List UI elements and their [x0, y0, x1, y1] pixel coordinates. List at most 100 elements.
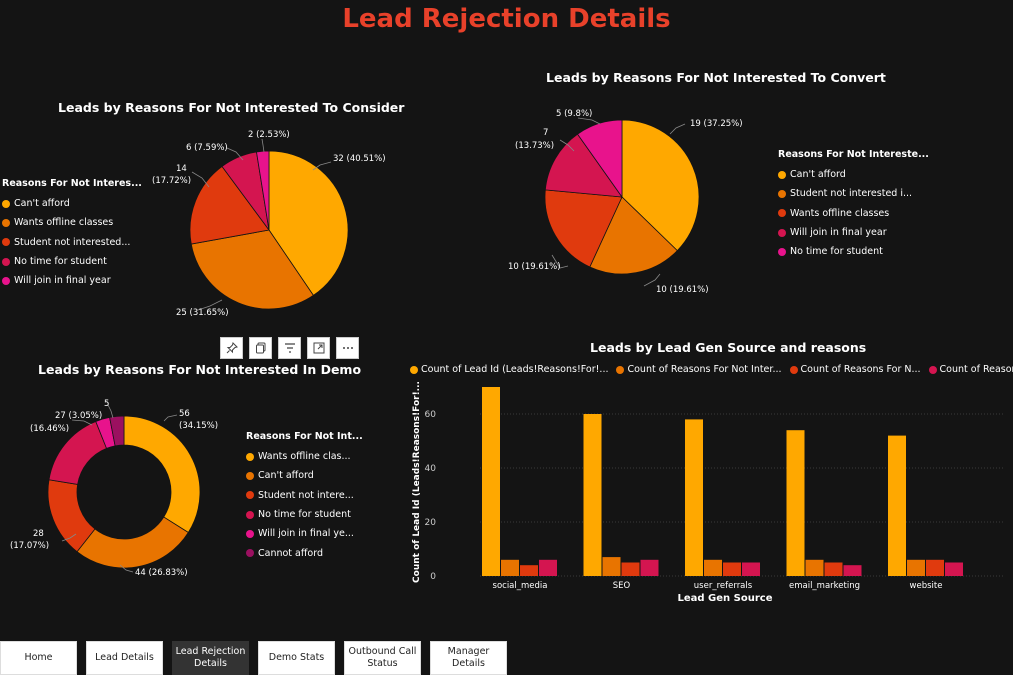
legend-item[interactable]: Count of Reasons For ...: [928, 364, 1013, 375]
bar[interactable]: [824, 562, 843, 577]
pie-slice[interactable]: [268, 150, 349, 296]
convert-pie[interactable]: [544, 119, 700, 275]
bar[interactable]: [482, 387, 500, 576]
convert-chart-title: Leads by Reasons For Not Interested To C…: [546, 70, 886, 85]
pin-icon[interactable]: [220, 337, 243, 359]
nav-lead-details-button[interactable]: Lead Details: [86, 641, 163, 675]
convert-legend: Reasons For Not Intereste... Can't affor…: [778, 149, 929, 261]
slice-label: 32 (40.51%): [333, 154, 386, 164]
legend-item[interactable]: Can't afford: [778, 165, 929, 184]
nav-manager-details-button[interactable]: Manager Details: [430, 641, 507, 675]
slice-label: 5 (9.8%): [556, 109, 593, 119]
legend-item[interactable]: Will join in final ye...: [246, 524, 363, 543]
legend-item[interactable]: Cannot afford: [246, 543, 363, 562]
bar[interactable]: [602, 557, 621, 576]
slice-label: (16.46%): [30, 424, 70, 434]
filter-icon[interactable]: [278, 337, 301, 359]
demo-donut[interactable]: [47, 415, 201, 569]
nav-demo-stats-button[interactable]: Demo Stats: [258, 641, 335, 675]
bar[interactable]: [640, 559, 659, 576]
legend-item[interactable]: Wants offline classes: [2, 213, 142, 232]
legend-item[interactable]: Count of Lead Id (Leads!Reasons!For!...: [410, 364, 608, 375]
x-tick-label: user_referrals: [694, 581, 753, 591]
bar[interactable]: [926, 559, 944, 576]
bar[interactable]: [685, 419, 703, 576]
x-tick-label: website: [910, 581, 943, 591]
legend-item[interactable]: Count of Reasons For Not Inter...: [616, 364, 782, 375]
pie-slice[interactable]: [109, 415, 125, 447]
legend-item[interactable]: Count of Reasons For N...: [789, 364, 921, 375]
page-navigation: Home Lead Details Lead Rejection Details …: [0, 641, 507, 675]
legend-title: Reasons For Not Int...: [246, 431, 363, 442]
copy-icon[interactable]: [249, 337, 272, 359]
slice-label: 56: [179, 409, 190, 419]
y-axis-label: Count of Lead Id (Leads!Reasons!For!...: [412, 381, 422, 583]
bar[interactable]: [723, 562, 741, 577]
bar[interactable]: [888, 435, 906, 576]
slice-label: 19 (37.25%): [690, 119, 743, 129]
bar[interactable]: [621, 562, 640, 577]
bar[interactable]: [583, 414, 602, 576]
legend-item[interactable]: No time for student: [778, 242, 929, 261]
bar[interactable]: [843, 565, 862, 576]
pie-slice[interactable]: [589, 196, 678, 275]
pie-slice[interactable]: [190, 229, 314, 310]
bar[interactable]: [945, 562, 963, 577]
legend-item[interactable]: Wants offline classes: [778, 204, 929, 223]
legend-item[interactable]: Can't afford: [246, 466, 363, 485]
slice-label: (17.72%): [152, 176, 192, 186]
bar-grid: 0 20 40 60: [425, 410, 1003, 582]
demo-chart-title: Leads by Reasons For Not Interested In D…: [38, 362, 362, 377]
pie-slice[interactable]: [123, 415, 201, 534]
consider-chart-title: Leads by Reasons For Not Interested To C…: [58, 100, 405, 115]
legend-item[interactable]: Student not intere...: [246, 486, 363, 505]
legend-item[interactable]: Will join in final year: [778, 223, 929, 242]
legend-item[interactable]: Wants offline clas...: [246, 447, 363, 466]
more-options-icon[interactable]: [336, 337, 359, 359]
legend-item[interactable]: No time for student: [246, 505, 363, 524]
slice-label: 10 (19.61%): [508, 262, 561, 272]
slice-label: 2 (2.53%): [248, 130, 290, 140]
legend-item[interactable]: Will join in final year: [2, 271, 142, 290]
legend-item[interactable]: Student not interested i...: [778, 184, 929, 203]
bar[interactable]: [786, 430, 805, 576]
page-title: Lead Rejection Details: [342, 4, 671, 34]
x-tick-label: email_marketing: [789, 581, 860, 591]
visual-toolbar: [220, 337, 359, 359]
bar[interactable]: [704, 559, 722, 576]
nav-outbound-call-button[interactable]: Outbound Call Status: [344, 641, 421, 675]
demo-legend: Reasons For Not Int... Wants offline cla…: [246, 431, 363, 563]
pie-slice[interactable]: [544, 189, 623, 268]
y-tick-label: 20: [425, 518, 437, 528]
slice-label: 6 (7.59%): [186, 143, 228, 153]
y-tick-label: 60: [425, 410, 437, 420]
bar-marks: social_media SEO user_referrals email_marke…: [482, 387, 963, 591]
bar[interactable]: [907, 559, 925, 576]
pie-slice[interactable]: [189, 165, 270, 245]
x-axis-label: Lead Gen Source: [678, 593, 773, 604]
slice-label: 27 (3.05%): [55, 411, 103, 421]
bar[interactable]: [539, 559, 557, 576]
y-tick-label: 40: [425, 464, 437, 474]
legend-item[interactable]: No time for student: [2, 252, 142, 271]
bar[interactable]: [520, 565, 538, 576]
nav-home-button[interactable]: Home: [0, 641, 77, 675]
slice-label: 7: [543, 128, 549, 138]
bar[interactable]: [805, 559, 824, 576]
slice-label: 25 (31.65%): [176, 308, 229, 318]
consider-legend: Reasons For Not Interes... Can't afford …: [2, 178, 142, 290]
bar[interactable]: [501, 559, 519, 576]
focus-mode-icon[interactable]: [307, 337, 330, 359]
slice-label: 28: [33, 529, 44, 539]
x-tick-label: SEO: [613, 581, 631, 591]
bar[interactable]: [742, 562, 760, 577]
nav-lead-rejection-button[interactable]: Lead Rejection Details: [172, 641, 249, 675]
legend-item[interactable]: Student not interested...: [2, 233, 142, 252]
slice-label: 5: [104, 399, 110, 409]
pie-slice[interactable]: [621, 119, 700, 252]
bar-legend: Count of Lead Id (Leads!Reasons!For!... …: [410, 364, 1013, 375]
consider-pie[interactable]: [189, 150, 349, 310]
legend-item[interactable]: Can't afford: [2, 194, 142, 213]
